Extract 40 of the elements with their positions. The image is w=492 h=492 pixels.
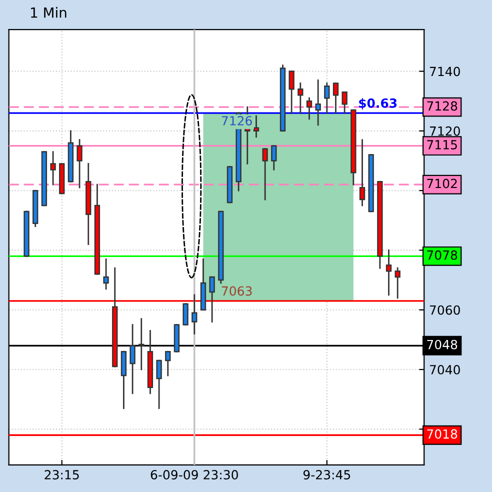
candlestick [386, 250, 392, 296]
x-tick-label: 23:15 [44, 470, 79, 480]
annotation: 7126 [222, 116, 252, 126]
ref-line-label: 7128 [427, 101, 458, 111]
y-tick-label: 7040 [430, 364, 460, 374]
candlestick [130, 324, 136, 394]
ref-line-label: 7115 [427, 140, 457, 150]
candlestick [262, 148, 268, 200]
candlestick [342, 91, 348, 114]
candlestick [50, 151, 56, 186]
candlestick [120, 350, 127, 409]
x-tick-label: 9-23:45 [303, 470, 350, 480]
candlestick [271, 145, 277, 170]
candlestick [315, 80, 321, 126]
candlestick [156, 360, 162, 409]
candlestick [209, 276, 215, 322]
candlestick [192, 294, 198, 334]
candlestick [324, 82, 330, 114]
annotation: 7063 [222, 286, 252, 296]
x-tick-label: 6-09-09 23:30 [150, 470, 238, 480]
ref-line-label: 7018 [427, 429, 458, 439]
candlestick [76, 139, 82, 188]
y-tick-label: 7120 [430, 126, 460, 136]
candlestick [288, 70, 294, 114]
candlestick [298, 82, 304, 114]
candlestick [253, 115, 260, 138]
candlestick [306, 97, 312, 120]
candlestick [182, 303, 188, 326]
annotation: $0.63 [359, 98, 397, 110]
candlestick [138, 318, 144, 370]
chart-title: 1 Min [31, 7, 66, 18]
candlestick [165, 350, 171, 376]
y-tick-label: 7060 [430, 305, 460, 315]
ref-line-label: 7102 [427, 178, 457, 188]
ref-line-label: 7048 [427, 340, 458, 350]
y-tick-label: 7140 [430, 66, 460, 76]
candlestick [359, 139, 366, 206]
candlestick [332, 82, 339, 114]
candlestick [103, 258, 109, 290]
ref-line-label: 7078 [427, 250, 458, 260]
